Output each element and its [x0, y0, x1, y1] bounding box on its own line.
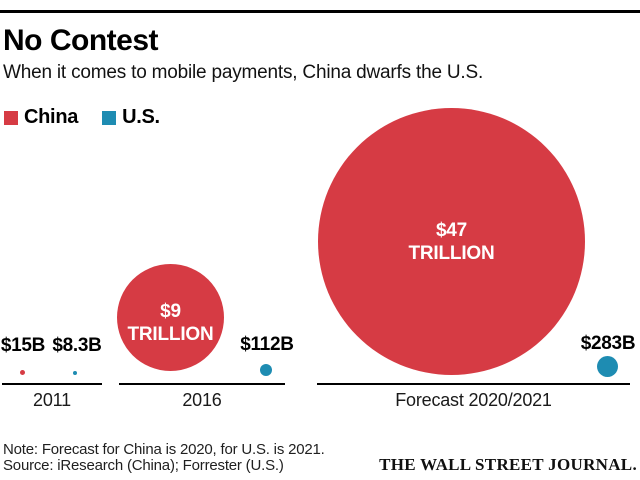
year-label-2011: 2011	[33, 390, 71, 410]
legend-item-us: U.S.	[102, 106, 160, 129]
legend-swatch-china	[4, 110, 18, 125]
value-label-us-2016: $112B	[240, 334, 294, 355]
bubble-us-2016	[260, 364, 272, 376]
legend-label-china: China	[24, 106, 79, 128]
bubble-label-china-forecast: $47 TRILLION	[409, 219, 495, 265]
chart-subtitle: When it comes to mobile payments, China …	[3, 62, 484, 83]
bubble-label-line: $9	[160, 300, 181, 322]
source-text: Source: iResearch (China); Forrester (U.…	[3, 457, 284, 474]
year-label-forecast: Forecast 2020/2021	[395, 390, 552, 410]
bubble-label-china-2016: $9 TRILLION	[128, 300, 214, 346]
bubble-us-2011	[73, 371, 77, 375]
wsj-credit: THE WALL STREET JOURNAL.	[379, 455, 637, 474]
legend-item-china: China	[4, 106, 78, 129]
legend-label-us: U.S.	[122, 106, 160, 128]
chart-title: No Contest	[3, 24, 159, 57]
top-rule	[0, 10, 640, 13]
bubble-china-2011	[20, 370, 25, 375]
note-text: Note: Forecast for China is 2020, for U.…	[3, 441, 325, 458]
baseline-2016	[119, 383, 285, 385]
bubble-label-line: TRILLION	[408, 242, 495, 264]
bubble-china-2016: $9 TRILLION	[117, 264, 224, 371]
value-label-us-2011: $8.3B	[52, 335, 102, 356]
bubble-label-line: TRILLION	[127, 323, 214, 345]
bubble-label-line: $47	[435, 219, 468, 241]
value-label-china-2011: $15B	[0, 335, 46, 356]
baseline-forecast	[317, 383, 630, 385]
legend: China U.S.	[4, 106, 160, 129]
baseline-2011	[2, 383, 102, 385]
bubble-china-forecast: $47 TRILLION	[318, 108, 585, 375]
bubble-us-forecast	[597, 356, 618, 377]
legend-swatch-us	[102, 110, 117, 125]
value-label-us-forecast: $283B	[580, 333, 636, 354]
year-label-2016: 2016	[182, 390, 222, 410]
